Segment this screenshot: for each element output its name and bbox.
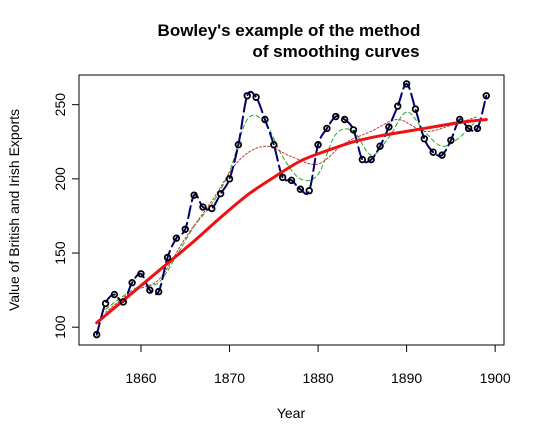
data-point [154,287,163,296]
axes: 1860 1870 1880 1890 1900 100 150 200 250 [52,93,511,386]
data-point [429,148,437,156]
data-point [482,92,490,100]
y-tick-label: 200 [52,167,68,191]
data-point [411,105,420,113]
y-axis-label: Value of British and Irish Exports [6,109,22,311]
x-tick-label: 1900 [480,370,511,386]
data-point [128,278,136,287]
data-point [199,203,207,211]
interpolated-curve-line [95,82,488,336]
data-point [340,115,349,124]
short-period-smooth-line [105,111,478,310]
data-point [323,124,331,133]
data-point [146,286,154,294]
data-point [420,135,429,143]
data-point [349,126,358,134]
data-point [225,175,234,183]
data-point [181,225,189,233]
data-point [252,93,260,101]
data-point [332,112,340,121]
x-tick-label: 1890 [391,370,422,386]
data-point [110,290,119,299]
data-point [456,115,464,124]
data-point [367,155,375,164]
data-point [261,115,269,124]
data-point [314,141,322,149]
data-point [270,141,278,149]
data-point [190,191,198,199]
observed-points-series [93,80,490,339]
data-point [358,155,367,164]
data-point [208,204,216,213]
chart-title-line-2: of smoothing curves [252,42,419,61]
data-point [278,173,287,182]
data-point [101,299,110,308]
plot-frame [78,74,505,346]
data-point [287,176,296,185]
x-axis-label: Year [277,405,306,421]
data-point [243,92,251,100]
data-point [447,136,455,144]
y-tick-label: 150 [52,241,68,265]
data-point [163,253,172,262]
data-point [137,270,145,278]
data-point [305,187,313,195]
data-point [93,330,101,339]
data-point [438,151,446,159]
data-point [473,124,482,133]
x-tick-label: 1860 [125,370,156,386]
chart-title-line-1: Bowley's example of the method [158,21,421,40]
data-point [385,123,393,131]
data-point [119,298,127,306]
data-point [216,189,225,198]
series-layer [93,80,490,339]
data-point [394,102,402,110]
data-point [234,141,243,149]
x-tick-label: 1870 [214,370,245,386]
data-point [376,142,384,150]
data-point [296,185,305,193]
y-tick-label: 250 [52,93,68,117]
data-point [172,234,181,242]
trend-line [95,118,488,325]
y-tick-label: 100 [52,315,68,339]
x-tick-label: 1880 [302,370,333,386]
data-point [464,124,473,133]
data-point [402,80,411,88]
